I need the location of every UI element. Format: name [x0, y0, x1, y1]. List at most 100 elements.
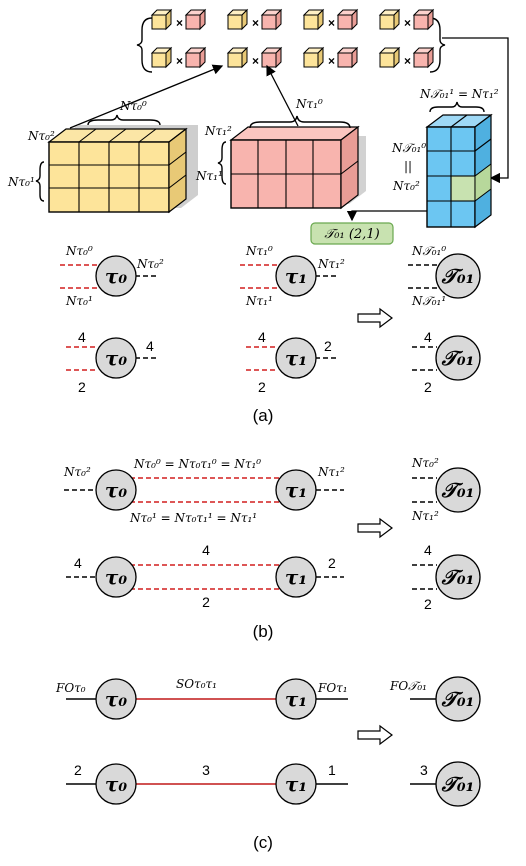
panel-c-row2: τ₀ τ₁ 2 3 1 𝒯₀₁ 3	[66, 761, 481, 807]
tensor-pairs-group: × × × × × × × ×	[136, 8, 446, 73]
node-t0-b1	[95, 469, 137, 511]
multiply-icon: ×	[176, 16, 183, 30]
t0-b2-left: 4	[74, 555, 82, 571]
node-t01-a1	[435, 253, 481, 299]
multiply-icon: ×	[404, 16, 411, 30]
t0-a2-right: 4	[146, 338, 154, 354]
node-t0-a2-label: τ₀	[105, 346, 127, 370]
pink-side-label: Nτ₁¹	[195, 169, 223, 183]
caption-a: (a)	[253, 406, 274, 425]
tensor-pair: ×	[378, 46, 435, 69]
t1-a1-left-bottom: Nτ₁¹	[245, 294, 273, 308]
tensor-pair: ×	[150, 46, 207, 69]
element-tag-label: 𝒯₀₁ (2,1)	[324, 227, 379, 242]
node-t01-c2-label: 𝒯₀₁	[441, 772, 475, 796]
node-t0-b2	[95, 556, 137, 598]
arrow-pairs-to-blue	[442, 37, 509, 184]
tensor-pair: ×	[302, 8, 359, 31]
node-t01-b2	[435, 554, 481, 600]
tensor-pair: ×	[378, 8, 435, 31]
panel-b-row1: τ₀ τ₁ Nτ₀² Nτ₁² Nτ₀⁰ = Nτ₀τ₁⁰ = Nτ₁⁰ Nτ₀…	[63, 456, 481, 539]
t01-a1-left-top: N𝒯₀₁⁰	[411, 244, 446, 258]
arrow-merge-b	[357, 517, 393, 539]
caption-b: (b)	[253, 622, 274, 641]
node-t1-c2	[275, 763, 317, 805]
node-t1-c1	[275, 678, 317, 720]
node-t1-c1-label: τ₁	[285, 687, 307, 711]
caption-c: (c)	[253, 833, 273, 852]
t01-b2-top: 4	[424, 542, 432, 558]
c1-t1-right: FOτ₁	[317, 681, 348, 695]
node-t01-c1	[435, 676, 481, 722]
t01-b2-bottom: 2	[424, 596, 432, 612]
multiply-icon: ×	[328, 16, 335, 30]
left-brace	[136, 17, 153, 73]
t0-a2-left-bottom: 2	[78, 379, 86, 395]
c1-t0-left: FOτ₀	[55, 681, 86, 695]
blue-top-label: N𝒯₀₁¹ = Nτ₁²	[419, 87, 499, 101]
t01-b1-bottom: Nτ₁²	[411, 509, 439, 523]
c2-t0-left: 2	[74, 762, 82, 778]
panel-a-row1: τ₀ Nτ₀⁰ Nτ₀¹ Nτ₀² τ₁ Nτ₁⁰ Nτ₁¹ Nτ₁² 𝒯₀₁ …	[60, 244, 481, 329]
c2-t1-right: 1	[328, 762, 336, 778]
node-t01-b1	[435, 467, 481, 513]
blue-merged-tensor: N𝒯₀₁¹ = Nτ₁² N𝒯₀₁⁰ || Nτ₀²	[391, 87, 499, 229]
node-t1-a1-label: τ₁	[285, 264, 307, 288]
t1-a1-right: Nτ₁²	[317, 257, 345, 271]
arrow-yellow-to-pairs	[69, 64, 224, 129]
b1-top-equation: Nτ₀⁰ = Nτ₀τ₁⁰ = Nτ₁⁰	[133, 457, 261, 471]
node-t0-c2	[95, 763, 137, 805]
t1-a2-left-top: 4	[258, 329, 266, 345]
right-brace	[429, 17, 446, 73]
blue-side-bottom-label: Nτ₀²	[392, 179, 420, 193]
node-t1-a2	[275, 337, 317, 379]
multiply-icon: ×	[328, 54, 335, 68]
arrow-pink-to-pairs	[266, 64, 299, 127]
t1-b2-right: 2	[328, 555, 336, 571]
pink-left-label: Nτ₁²	[204, 124, 232, 138]
t01-b1-top: Nτ₀²	[411, 456, 439, 470]
c1-mid: SOτ₀τ₁	[176, 677, 217, 691]
node-t0-b2-label: τ₀	[105, 565, 127, 589]
node-t1-c2-label: τ₁	[285, 772, 307, 796]
yellow-tensor-cube: Nτ₀⁰ Nτ₀² Nτ₀¹	[7, 99, 198, 214]
yellow-top-label: Nτ₀⁰	[119, 99, 147, 113]
yellow-side-label: Nτ₀¹	[7, 175, 35, 189]
tensor-pair: ×	[226, 8, 283, 31]
panel-c-row1: τ₀ τ₁ FOτ₀ SOτ₀τ₁ FOτ₁ 𝒯₀₁ FO𝒯₀₁	[55, 676, 481, 746]
multiply-icon: ×	[252, 54, 259, 68]
t01-a1-left-bottom: N𝒯₀₁¹	[411, 294, 446, 308]
panel-b-row2: τ₀ τ₁ 4 2 4 2 𝒯₀₁ 4 2	[66, 542, 481, 612]
tensor-pair: ×	[302, 46, 359, 69]
arrow-merge-c	[357, 724, 393, 746]
node-t01-c1-label: 𝒯₀₁	[441, 687, 475, 711]
node-t0-a1-label: τ₀	[105, 264, 127, 288]
yellow-left-label: Nτ₀²	[27, 129, 55, 143]
blue-side-eq: ||	[404, 159, 412, 173]
b2-mid-top: 4	[202, 542, 210, 558]
node-t1-a2-label: τ₁	[285, 346, 307, 370]
node-t1-b1	[275, 469, 317, 511]
highlighted-element	[450, 175, 476, 202]
node-t01-a2-label: 𝒯₀₁	[441, 346, 475, 370]
node-t01-a2	[435, 335, 481, 381]
b2-mid-bottom: 2	[202, 594, 210, 610]
node-t1-b2-label: τ₁	[285, 565, 307, 589]
t1-a1-left-top: Nτ₁⁰	[245, 244, 273, 258]
node-t0-c1	[95, 678, 137, 720]
pink-top-label: Nτ₁⁰	[295, 97, 323, 111]
arrow-merge-a	[357, 307, 393, 329]
tensor-pair: ×	[150, 8, 207, 31]
node-t1-a1	[275, 255, 317, 297]
t0-a1-left-bottom: Nτ₀¹	[65, 294, 93, 308]
node-t01-a1-label: 𝒯₀₁	[441, 264, 475, 288]
blue-side-top-label: N𝒯₀₁⁰	[391, 141, 426, 155]
b1-bottom-equation: Nτ₀¹ = Nτ₀τ₁¹ = Nτ₁¹	[129, 511, 257, 525]
t0-a1-right: Nτ₀²	[136, 257, 164, 271]
t01-a2-left-bottom: 2	[424, 379, 432, 395]
panel-a-row2: τ₀ 4 2 4 τ₁ 4 2 2 𝒯₀₁ 4 2	[66, 329, 481, 395]
t0-a1-left-top: Nτ₀⁰	[65, 244, 93, 258]
t1-a2-right: 2	[324, 338, 332, 354]
element-tag: 𝒯₀₁ (2,1)	[310, 222, 394, 245]
node-t1-b1-label: τ₁	[285, 478, 307, 502]
